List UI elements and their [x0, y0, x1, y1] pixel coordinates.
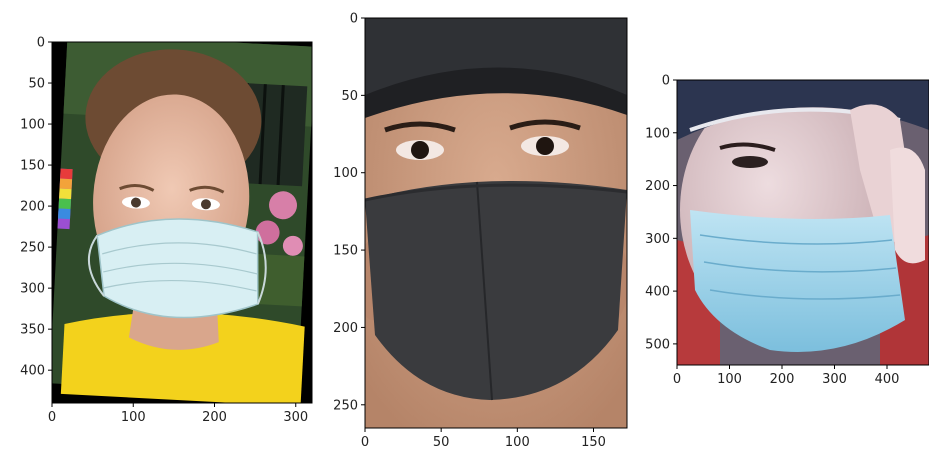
y-tick-label-right: 200 [645, 179, 670, 194]
ticks-middle: 0 50 100 150 0 50 100 150 200 250 [333, 12, 606, 451]
y-tick-label-right: 500 [645, 337, 670, 352]
x-tick-label-middle: 50 [433, 435, 450, 450]
y-tick-label-middle: 100 [333, 166, 358, 181]
image-middle [365, 18, 627, 428]
x-tick-label-middle: 0 [361, 435, 369, 450]
axes-frame-middle [364, 17, 628, 429]
x-tick-label-left: 200 [202, 410, 227, 425]
axes-frame-right [676, 79, 929, 366]
y-tick-label-left: 300 [20, 282, 45, 297]
y-tick-label-left: 200 [20, 200, 45, 215]
y-tick-label-right: 100 [645, 126, 670, 141]
y-tick-label-middle: 150 [333, 244, 358, 259]
y-tick-label-left: 350 [20, 323, 45, 338]
x-tick-label-left: 300 [283, 410, 308, 425]
y-tick-label-middle: 0 [350, 12, 358, 27]
y-tick-label-middle: 200 [333, 321, 358, 336]
y-tick-label-right: 0 [662, 74, 670, 89]
y-tick-label-middle: 50 [341, 89, 358, 104]
y-tick-label-left: 100 [20, 118, 45, 133]
image-right [677, 80, 929, 365]
x-tick-label-right: 200 [770, 372, 795, 387]
y-tick-label-right: 300 [645, 232, 670, 247]
x-tick-label-right: 300 [822, 372, 847, 387]
ticks-right: 0 100 200 300 400 0 100 200 300 400 500 [645, 74, 899, 388]
panel-left: 0 100 200 300 0 50 100 150 200 250 300 350 400 [20, 36, 313, 426]
y-tick-label-left: 150 [20, 159, 45, 174]
y-tick-label-left: 0 [37, 36, 45, 51]
y-tick-label-left: 400 [20, 364, 45, 379]
x-tick-label-right: 0 [673, 372, 681, 387]
image-left [52, 42, 312, 403]
x-tick-label-left: 100 [121, 410, 146, 425]
ticks-left: 0 100 200 300 0 50 100 150 200 250 300 350 400 [20, 36, 308, 426]
x-tick-label-right: 100 [717, 372, 742, 387]
y-tick-label-middle: 250 [333, 398, 358, 413]
x-tick-label-left: 0 [48, 410, 56, 425]
x-tick-label-middle: 100 [505, 435, 530, 450]
y-tick-label-left: 250 [20, 241, 45, 256]
axes-frame-left [51, 41, 313, 404]
y-tick-label-right: 400 [645, 285, 670, 300]
x-tick-label-middle: 150 [581, 435, 606, 450]
panel-right: 0 100 200 300 400 0 100 200 300 400 500 [645, 74, 929, 388]
panel-middle: 0 50 100 150 0 50 100 150 200 250 [333, 12, 628, 451]
y-tick-label-left: 50 [28, 77, 45, 92]
x-tick-label-right: 400 [875, 372, 900, 387]
